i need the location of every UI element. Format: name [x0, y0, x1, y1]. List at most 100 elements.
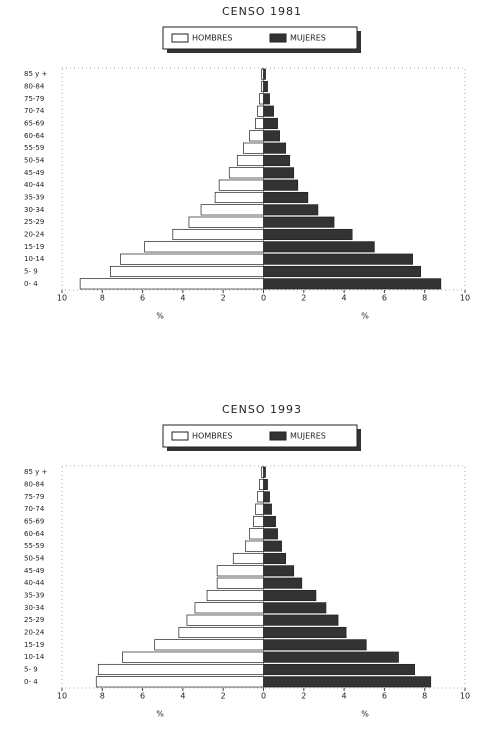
y-tick-label: 25-29	[24, 616, 44, 624]
y-tick-label: 80-84	[24, 83, 45, 91]
bar	[154, 639, 264, 651]
y-tick-label: 70-74	[24, 505, 45, 513]
legend-swatch	[269, 33, 287, 43]
bar	[263, 80, 268, 93]
x-tick-label: 10	[460, 692, 470, 701]
y-tick-label: 0- 4	[24, 280, 38, 288]
bar	[263, 117, 278, 130]
bar	[263, 589, 317, 602]
bar	[263, 253, 413, 265]
bar	[263, 204, 319, 216]
x-tick-label: 2	[221, 692, 226, 701]
bar	[263, 179, 299, 191]
legend-swatch	[171, 33, 189, 43]
y-tick-label: 55-59	[24, 144, 44, 152]
bar	[206, 589, 264, 602]
bar	[257, 491, 264, 503]
bar	[263, 130, 280, 142]
chart-title: CENSO 1981	[222, 5, 302, 18]
bar	[263, 602, 327, 614]
x-tick-label: 8	[422, 692, 427, 701]
bar	[172, 228, 264, 241]
legend-label: HOMBRES	[192, 432, 232, 441]
y-tick-label: 20-24	[24, 231, 45, 239]
bar	[249, 130, 264, 142]
y-tick-label: 35-39	[24, 194, 44, 202]
y-tick-label: 65-69	[24, 518, 44, 526]
bar	[263, 93, 270, 105]
x-tick-label: 0	[261, 692, 266, 701]
bar	[263, 565, 295, 577]
bar	[110, 265, 264, 278]
y-tick-label: 0- 4	[24, 678, 38, 686]
bar	[216, 565, 264, 577]
y-tick-label: 45-49	[24, 567, 44, 575]
y-tick-label: 85 y +	[24, 468, 48, 476]
bar	[263, 577, 303, 589]
legend-label: MUJERES	[290, 432, 326, 441]
y-tick-label: 50-54	[24, 555, 45, 563]
x-tick-label: 10	[57, 294, 67, 303]
y-tick-label: 80-84	[24, 481, 45, 489]
bar	[214, 191, 264, 204]
bar	[79, 278, 264, 290]
bar	[263, 241, 375, 253]
legend-label: MUJERES	[290, 34, 326, 43]
bar	[263, 676, 432, 688]
y-tick-label: 15-19	[24, 641, 44, 649]
y-tick-label: 65-69	[24, 120, 44, 128]
bar	[216, 577, 264, 589]
legend-swatch	[171, 431, 189, 441]
bar	[263, 228, 353, 241]
y-tick-label: 40-44	[24, 181, 45, 189]
x-tick-label: 6	[140, 294, 145, 303]
y-tick-label: 30-34	[24, 604, 45, 612]
bar	[97, 663, 264, 676]
x-tick-label: 2	[221, 294, 226, 303]
y-tick-label: 5- 9	[24, 268, 38, 276]
bar	[263, 466, 266, 478]
y-tick-label: 10-14	[24, 653, 45, 661]
bar	[120, 253, 264, 265]
y-tick-label: 20-24	[24, 629, 45, 637]
legend-swatch	[269, 431, 287, 441]
bar	[194, 602, 264, 614]
bar	[245, 540, 264, 552]
bar	[263, 528, 278, 540]
legend-box	[162, 424, 358, 448]
x-tick-label: 2	[301, 294, 306, 303]
x-tick-label: 6	[382, 692, 387, 701]
legend-box	[162, 26, 358, 50]
bar	[263, 614, 339, 626]
bar	[263, 142, 287, 154]
y-tick-label: 45-49	[24, 169, 44, 177]
bar	[263, 167, 295, 179]
y-tick-label: 40-44	[24, 579, 45, 587]
pyramid-chart: CENSO 1993 HOMBRES MUJERES 0- 4 5- 9 10-14 15-…	[24, 403, 470, 719]
bar	[263, 154, 291, 167]
y-tick-label: 60-64	[24, 132, 45, 140]
bar	[263, 663, 415, 676]
y-tick-label: 75-79	[24, 95, 44, 103]
y-tick-label: 50-54	[24, 157, 45, 165]
bar	[200, 204, 264, 216]
y-tick-label: 70-74	[24, 107, 45, 115]
bar	[186, 614, 264, 626]
bar	[236, 154, 264, 167]
bar	[228, 167, 264, 179]
y-tick-label: 10-14	[24, 255, 45, 263]
bar	[255, 503, 264, 515]
y-tick-label: 15-19	[24, 243, 44, 251]
y-tick-label: 35-39	[24, 592, 44, 600]
x-axis-label: %	[361, 710, 369, 719]
y-tick-label: 85 y +	[24, 70, 48, 78]
y-tick-label: 60-64	[24, 530, 45, 538]
bar	[263, 540, 282, 552]
x-tick-label: 4	[342, 294, 347, 303]
x-tick-label: 6	[382, 294, 387, 303]
x-tick-label: 10	[57, 692, 67, 701]
bar	[232, 552, 264, 565]
x-axis-label: %	[156, 312, 164, 321]
bar	[144, 241, 264, 253]
